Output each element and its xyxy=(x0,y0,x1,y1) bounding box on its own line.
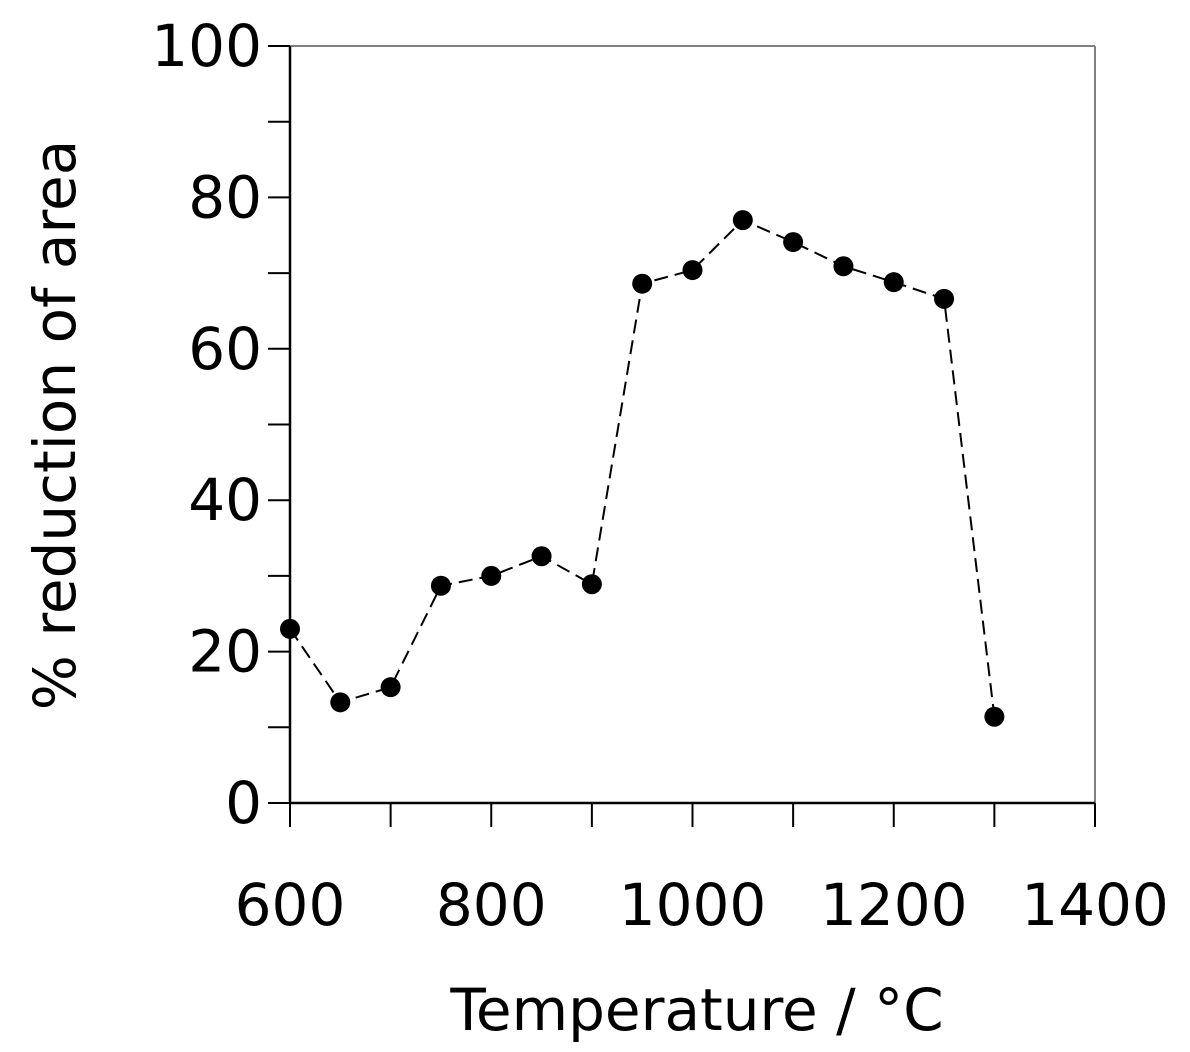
x-tick-label: 1400 xyxy=(1021,871,1169,939)
x-tick-label: 600 xyxy=(235,871,346,939)
x-tick-label: 1200 xyxy=(820,871,968,939)
data-point xyxy=(682,260,703,281)
y-tick-label: 40 xyxy=(188,466,262,534)
y-tick-label: 100 xyxy=(151,12,262,80)
x-axis: 600 800 1000 1200 1400 xyxy=(235,803,1169,939)
y-tick-label: 20 xyxy=(188,618,262,686)
data-point xyxy=(531,546,552,567)
plot-frame xyxy=(288,45,1096,805)
data-point xyxy=(430,575,451,596)
y-tick-label: 60 xyxy=(188,315,262,383)
y-tick-label: 80 xyxy=(188,163,262,231)
y-axis-title: % reduction of area xyxy=(21,140,89,710)
data-point xyxy=(632,273,653,294)
y-axis: 0 20 40 60 80 100 xyxy=(151,12,290,837)
data-point xyxy=(783,232,804,253)
data-point xyxy=(581,574,602,595)
y-tick-label: 0 xyxy=(225,769,262,837)
data-point xyxy=(280,618,300,639)
data-point xyxy=(833,256,854,277)
data-point xyxy=(883,272,904,293)
data-point xyxy=(934,288,955,309)
x-tick-label: 1000 xyxy=(619,871,767,939)
data-point xyxy=(330,692,351,713)
data-point xyxy=(481,565,502,586)
data-point xyxy=(984,706,1005,727)
data-point xyxy=(380,677,401,698)
x-axis-title: Temperature / °C xyxy=(449,976,943,1044)
series-line xyxy=(289,218,996,717)
series xyxy=(280,210,1005,727)
data-point xyxy=(732,210,753,231)
x-tick-label: 800 xyxy=(436,871,547,939)
